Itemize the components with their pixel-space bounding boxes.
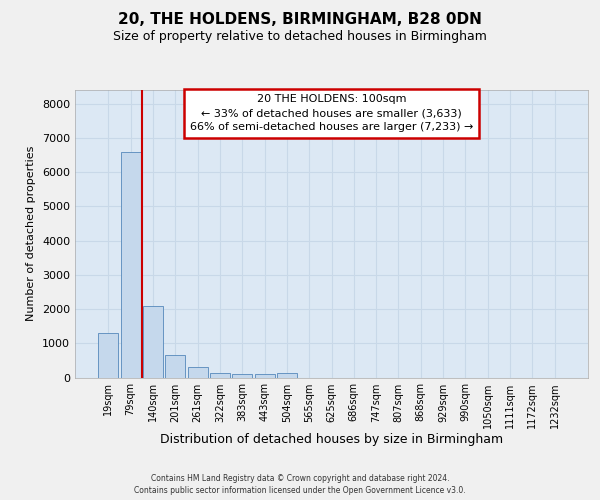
Bar bbox=[121, 152, 141, 378]
Y-axis label: Number of detached properties: Number of detached properties bbox=[26, 146, 37, 322]
Bar bbox=[254, 374, 275, 378]
Bar bbox=[188, 367, 208, 378]
Text: 20, THE HOLDENS, BIRMINGHAM, B28 0DN: 20, THE HOLDENS, BIRMINGHAM, B28 0DN bbox=[118, 12, 482, 28]
Bar bbox=[277, 373, 297, 378]
Text: Size of property relative to detached houses in Birmingham: Size of property relative to detached ho… bbox=[113, 30, 487, 43]
Text: Contains HM Land Registry data © Crown copyright and database right 2024.
Contai: Contains HM Land Registry data © Crown c… bbox=[134, 474, 466, 495]
Bar bbox=[98, 333, 118, 378]
Bar bbox=[210, 372, 230, 378]
Bar bbox=[232, 374, 252, 378]
Bar bbox=[143, 306, 163, 378]
Bar bbox=[165, 356, 185, 378]
Text: 20 THE HOLDENS: 100sqm
← 33% of detached houses are smaller (3,633)
66% of semi-: 20 THE HOLDENS: 100sqm ← 33% of detached… bbox=[190, 94, 473, 132]
X-axis label: Distribution of detached houses by size in Birmingham: Distribution of detached houses by size … bbox=[160, 434, 503, 446]
